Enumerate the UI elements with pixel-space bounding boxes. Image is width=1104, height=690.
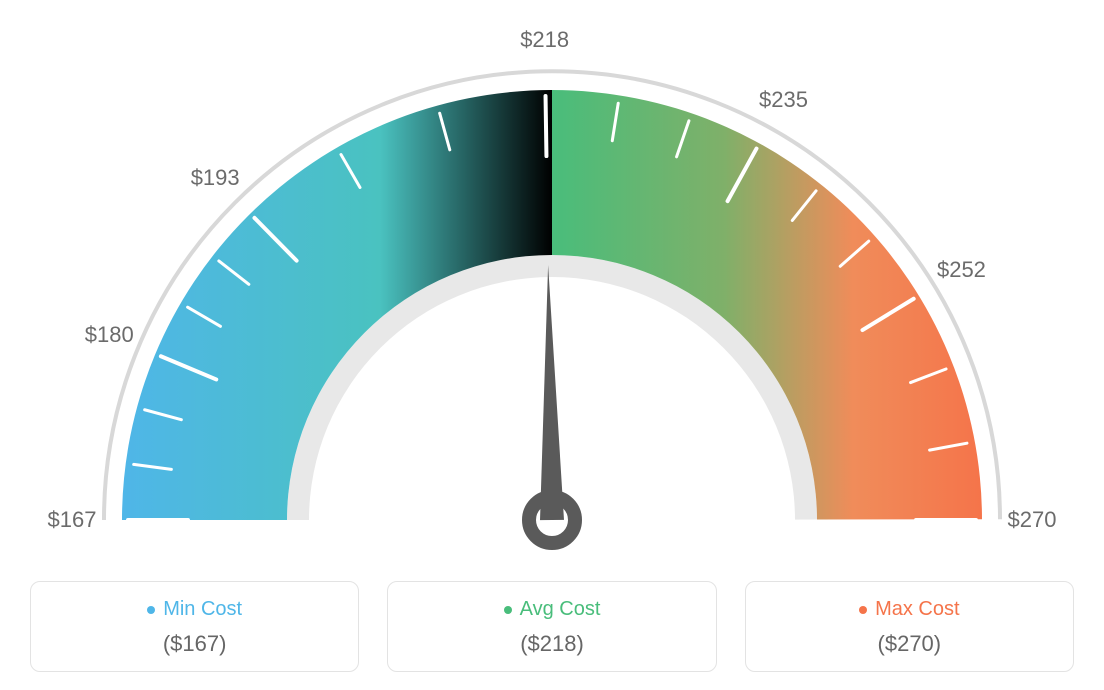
legend-row: Min Cost ($167) Avg Cost ($218) Max Cost… bbox=[0, 581, 1104, 672]
legend-dot-max bbox=[859, 606, 867, 614]
legend-dot-avg bbox=[504, 606, 512, 614]
legend-label-avg: Avg Cost bbox=[520, 598, 601, 621]
legend-value-min: ($167) bbox=[41, 631, 348, 657]
legend-card-min: Min Cost ($167) bbox=[30, 581, 359, 672]
legend-label-max: Max Cost bbox=[875, 598, 959, 621]
gauge-area: $167 $180 $193 $218 $235 $252 $270 bbox=[0, 0, 1104, 560]
gauge-tick-label: $218 bbox=[520, 27, 569, 53]
gauge-tick-label: $235 bbox=[759, 87, 808, 113]
legend-value-max: ($270) bbox=[756, 631, 1063, 657]
legend-card-max: Max Cost ($270) bbox=[745, 581, 1074, 672]
gauge-tick-label: $270 bbox=[1008, 507, 1057, 533]
gauge-tick-label: $180 bbox=[85, 322, 134, 348]
legend-title-avg: Avg Cost bbox=[504, 598, 601, 621]
legend-label-min: Min Cost bbox=[163, 598, 242, 621]
gauge-tick-label: $193 bbox=[191, 165, 240, 191]
legend-title-min: Min Cost bbox=[147, 598, 242, 621]
cost-gauge-widget: $167 $180 $193 $218 $235 $252 $270 Min Cost ($… bbox=[0, 0, 1104, 690]
legend-value-avg: ($218) bbox=[398, 631, 705, 657]
legend-title-max: Max Cost bbox=[859, 598, 959, 621]
legend-dot-min bbox=[147, 606, 155, 614]
gauge-tick-label: $167 bbox=[48, 507, 97, 533]
legend-card-avg: Avg Cost ($218) bbox=[387, 581, 716, 672]
gauge-tick-label: $252 bbox=[937, 257, 986, 283]
